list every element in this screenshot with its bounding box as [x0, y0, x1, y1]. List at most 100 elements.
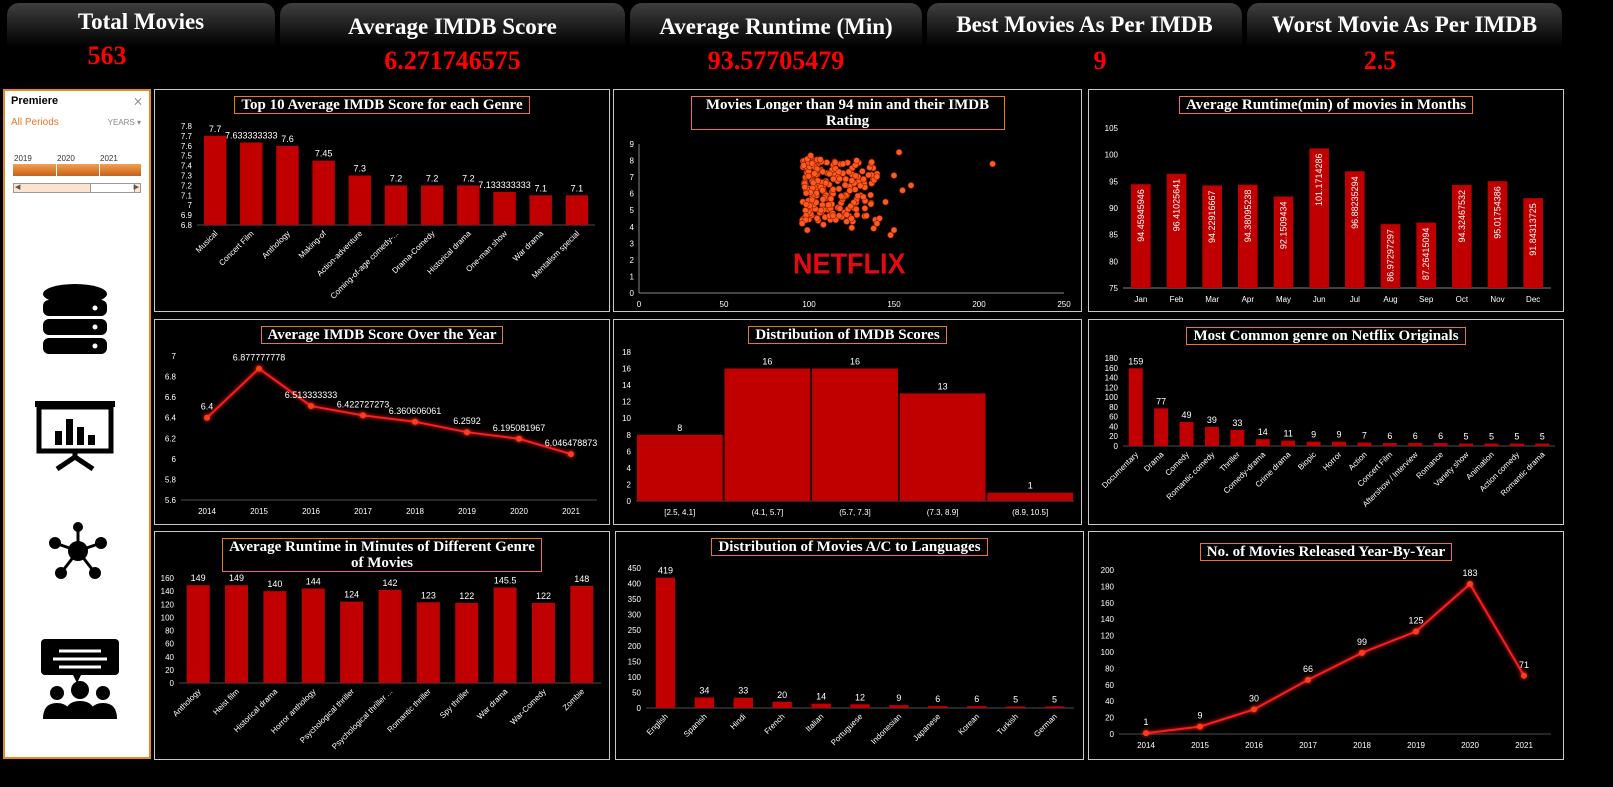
bar [1154, 408, 1169, 446]
data-label: 99 [1357, 637, 1367, 647]
chart-title: Average Runtime(min) of movies in Months [1178, 96, 1474, 114]
x-tick-label: Thriller [1218, 450, 1242, 474]
data-label: 6.360606061 [389, 406, 442, 416]
scatter-point [841, 181, 849, 189]
scatter-point [819, 195, 827, 203]
scatter-point [868, 158, 875, 166]
bar [1306, 441, 1321, 446]
scatter-point [907, 182, 915, 189]
slicer-level-dropdown[interactable]: YEARS ▾ [107, 118, 141, 127]
x-tick-label: 250 [1057, 300, 1071, 309]
x-tick-label: Jul [1350, 295, 1360, 304]
bar [1309, 148, 1329, 288]
chart-genre-runtime: 0 20 40 60 80 100 120 140 160 Anthology Heist film… [161, 573, 601, 751]
data-label: 9 [1311, 430, 1316, 440]
data-label: 5 [1489, 432, 1494, 442]
scatter-point [867, 200, 875, 208]
bar [889, 705, 909, 708]
bar [186, 585, 210, 683]
data-label: 7.3 [354, 164, 367, 174]
bar [636, 434, 723, 501]
bar [420, 185, 444, 225]
bar [457, 185, 480, 225]
y-tick-label: 0 [630, 289, 635, 298]
data-label: 33 [1232, 418, 1242, 428]
data-label: 140 [267, 579, 282, 589]
data-label: 14 [1258, 427, 1268, 437]
x-tick-label: Heist film [211, 687, 241, 717]
slicer-timeline-bar[interactable] [13, 164, 141, 176]
scatter-point [859, 167, 866, 175]
data-label: 124 [344, 590, 359, 600]
line-point [568, 451, 574, 458]
bar [655, 577, 676, 708]
slicer-divider [56, 164, 57, 176]
y-tick-label: 16 [622, 365, 631, 374]
y-tick-label: 10 [622, 414, 631, 423]
chart-title: No. of Movies Released Year-By-Year [1199, 543, 1453, 561]
slicer-year-label: 2020 [57, 154, 75, 163]
team-chat-icon[interactable] [37, 637, 123, 721]
y-tick-label: 8 [627, 431, 632, 440]
panel-genre-imdb: Top 10 Average IMDB Score for each Genre… [154, 89, 610, 312]
x-tick-label: Making-of [297, 229, 329, 261]
database-icon[interactable] [35, 282, 115, 362]
x-tick-label: Documentary [1100, 450, 1140, 490]
presentation-chart-icon[interactable] [33, 399, 117, 471]
premiere-timeline-slicer[interactable]: Premiere ⨯ All Periods YEARS ▾ 2019 2020… [3, 89, 151, 239]
y-tick-label: 200 [1101, 566, 1115, 575]
line-point [1305, 676, 1311, 683]
y-tick-label: 7.8 [181, 122, 193, 131]
y-tick-label: 105 [1105, 124, 1119, 133]
scatter-point [801, 183, 809, 191]
line-point [1143, 730, 1149, 737]
x-tick-label: Mar [1205, 295, 1219, 304]
scatter-point [839, 160, 847, 168]
slicer-all-periods[interactable]: All Periods [11, 117, 59, 128]
scroll-right-icon[interactable]: ▶ [133, 184, 139, 191]
y-tick-label: 160 [161, 574, 175, 583]
x-tick-label: 2019 [458, 507, 476, 516]
y-tick-label: 5 [630, 206, 635, 215]
scatter-point [827, 195, 835, 203]
y-tick-label: 100 [161, 613, 175, 622]
scatter-point [830, 175, 837, 183]
y-tick-label: 75 [1109, 284, 1118, 293]
chart-languages: 0 50 100 150 200 250 300 350 400 450 English Spanis… [628, 564, 1074, 747]
scatter-point [819, 186, 826, 194]
bar [1202, 185, 1222, 288]
bar [1416, 222, 1436, 288]
data-label: 6 [1413, 431, 1418, 441]
panel-genre-runtime: Average Runtime in Minutes of Different … [154, 531, 610, 760]
slicer-scrollbar[interactable]: ◀ ▶ [13, 183, 141, 193]
chart-title: Most Common genre on Netflix Originals [1186, 327, 1466, 345]
bar [812, 368, 898, 501]
scatter-point [800, 162, 808, 169]
network-hub-icon[interactable] [43, 521, 113, 581]
scroll-left-icon[interactable]: ◀ [15, 184, 21, 191]
x-tick-label: 2020 [510, 507, 528, 516]
x-tick-label: Jan [1134, 295, 1147, 304]
y-tick-label: 7.5 [181, 152, 193, 161]
line-point [1251, 706, 1257, 713]
filter-clear-icon[interactable]: ⨯ [132, 94, 143, 108]
bar [1166, 173, 1187, 288]
bar [1523, 198, 1543, 288]
scatter-point [887, 231, 894, 239]
y-tick-label: 100 [1105, 151, 1119, 160]
y-tick-label: 160 [1101, 599, 1115, 608]
kpi-card-total-movies: Total Movies [7, 3, 275, 47]
scroll-thumb[interactable] [90, 184, 135, 192]
x-tick-label: Japanese [911, 712, 942, 743]
scatter-point [882, 198, 889, 206]
bar [1459, 443, 1474, 446]
data-label: 148 [574, 574, 589, 584]
data-label: 6.422727273 [337, 399, 390, 409]
chart-title: Average Runtime in Minutes of Different … [222, 538, 542, 572]
x-tick-label: May [1276, 295, 1291, 304]
chart-monthly-runtime: 75 80 85 90 95 100 105 Jan Feb Mar Apr May Jun Jul Aug… [1105, 124, 1551, 304]
x-tick-label: 2016 [302, 507, 320, 516]
line-point [412, 418, 418, 425]
scatter-point [861, 205, 869, 212]
